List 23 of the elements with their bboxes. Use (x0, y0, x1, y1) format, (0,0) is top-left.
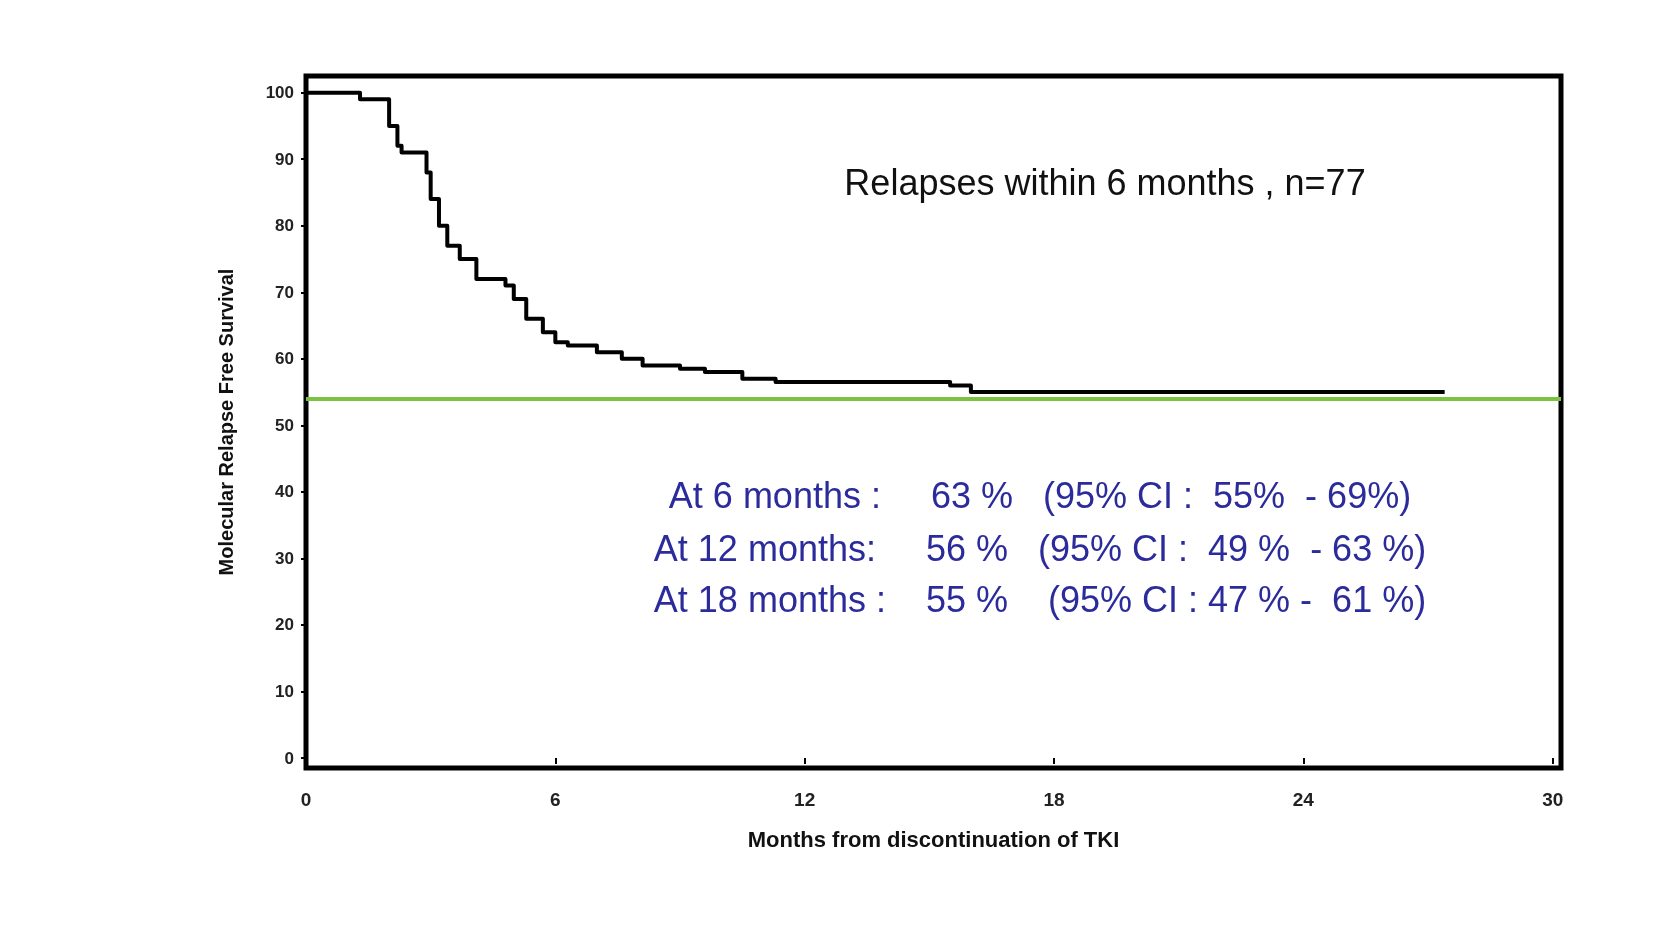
annotation: At 6 months : 63 % (95% CI : 55% - 69%) (668, 474, 1412, 516)
y-tick-label: 0 (284, 748, 294, 768)
y-tick-label: 60 (275, 349, 294, 369)
x-axis-title: Months from discontinuation of TKI (747, 826, 1120, 852)
x-tick-label: 12 (794, 789, 816, 810)
x-tick-label: 6 (550, 789, 561, 810)
annotation: At 12 months: 56 % (95% CI : 49 % - 63 %) (653, 527, 1427, 569)
x-tick-label: 18 (1043, 789, 1065, 810)
y-tick-label: 80 (275, 216, 294, 236)
y-tick-label: 20 (275, 615, 294, 635)
y-tick-label: 50 (275, 415, 294, 435)
y-tick-label: 10 (275, 681, 294, 701)
y-tick-label: 90 (275, 149, 294, 169)
y-tick-label: 70 (275, 282, 294, 302)
y-axis-title: Molecular Relapse Free Survival (215, 268, 237, 576)
y-tick-label: 40 (275, 482, 294, 502)
annotation: Relapses within 6 months , n=77 (844, 161, 1366, 203)
x-tick-label: 30 (1542, 789, 1564, 810)
annotation: At 18 months : 55 % (95% CI : 47 % - 61 %) (653, 578, 1427, 620)
x-tick-label: 24 (1292, 789, 1315, 810)
y-tick-label: 30 (275, 548, 294, 568)
x-tick-label: 0 (300, 789, 312, 810)
y-tick-label: 100 (265, 83, 294, 103)
